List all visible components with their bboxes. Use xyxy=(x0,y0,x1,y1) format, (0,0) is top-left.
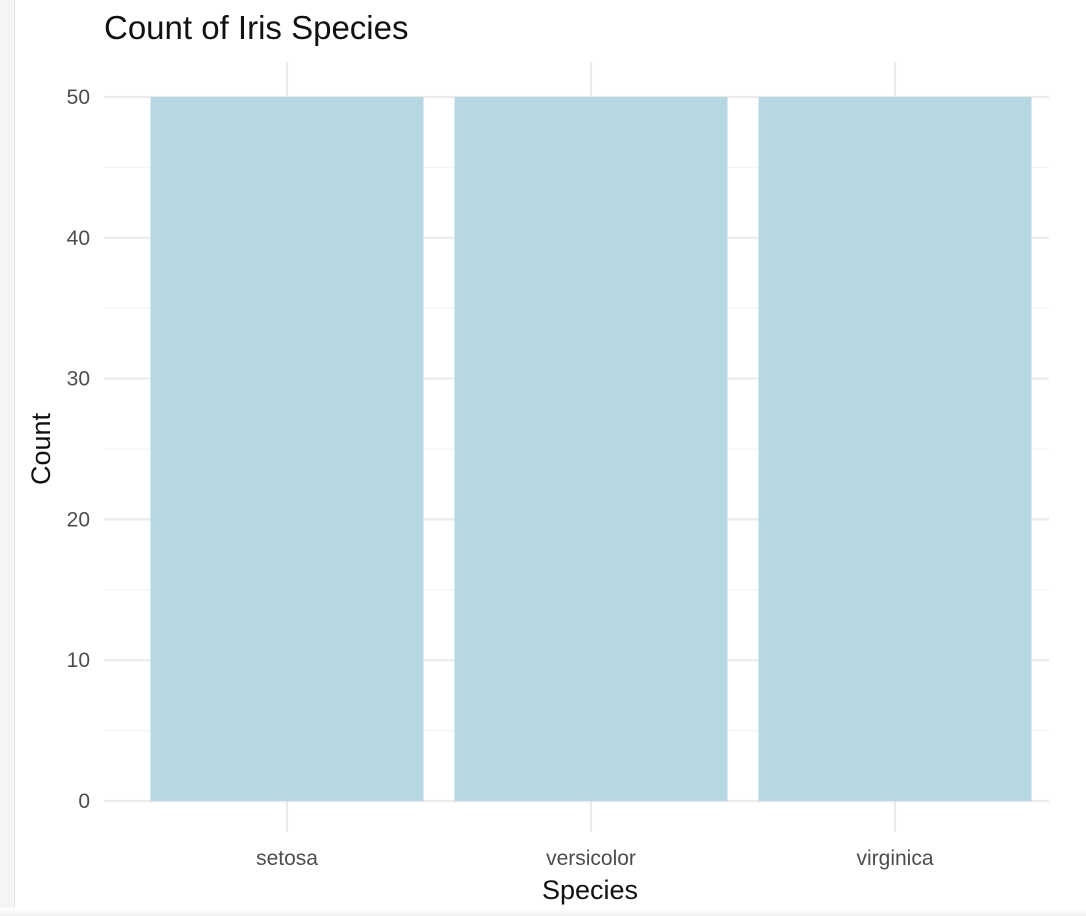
x-tick-label: setosa xyxy=(256,847,318,870)
y-axis-title: Count xyxy=(26,412,56,485)
ticks-layer: 0 10 20 30 40 50 setosa versicolor virginica xyxy=(67,86,934,870)
x-tick-label: versicolor xyxy=(546,847,636,870)
x-axis-title: Species xyxy=(542,875,638,905)
y-tick-label: 0 xyxy=(78,790,90,813)
bar-versicolor xyxy=(454,97,728,801)
x-tick-label: virginica xyxy=(856,847,933,870)
bar-virginica xyxy=(758,97,1032,801)
bars-layer xyxy=(150,97,1032,801)
window-bottom-edge xyxy=(0,908,1086,916)
y-tick-label: 30 xyxy=(67,368,90,391)
chart-title: Count of Iris Species xyxy=(104,9,408,46)
y-tick-label: 40 xyxy=(67,227,90,250)
y-tick-label: 10 xyxy=(67,649,90,672)
y-tick-label: 20 xyxy=(67,508,90,531)
bar-setosa xyxy=(150,97,424,801)
y-tick-label: 50 xyxy=(67,86,90,109)
window-left-edge xyxy=(0,0,15,916)
